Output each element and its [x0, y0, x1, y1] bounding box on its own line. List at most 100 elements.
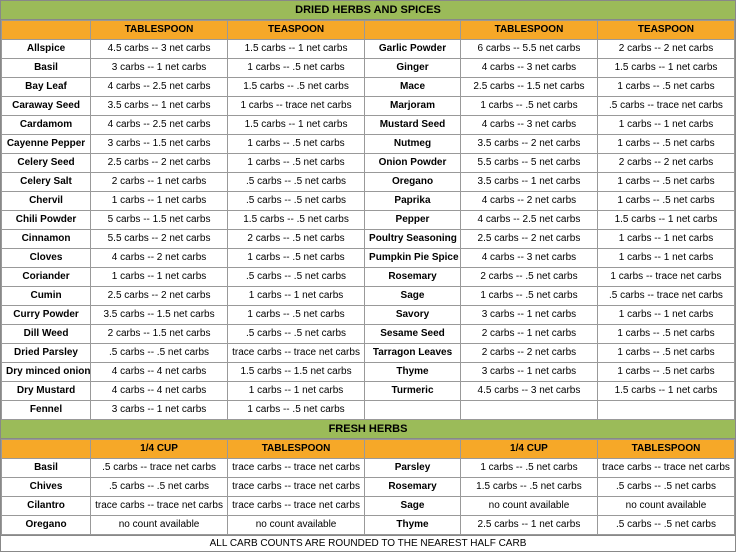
carb-value: 3 carbs -- 1 net carbs: [460, 363, 597, 382]
table-row: Chili Powder5 carbs -- 1.5 net carbs1.5 …: [2, 211, 735, 230]
table-row: Bay Leaf4 carbs -- 2.5 net carbs1.5 carb…: [2, 78, 735, 97]
ingredient-name: Celery Seed: [2, 154, 91, 173]
ingredient-name: Caraway Seed: [2, 97, 91, 116]
carb-value: 1 carbs -- .5 net carbs: [228, 59, 365, 78]
table-row: Cardamom4 carbs -- 2.5 net carbs1.5 carb…: [2, 116, 735, 135]
ingredient-name: Paprika: [365, 192, 461, 211]
ingredient-name: Sesame Seed: [365, 325, 461, 344]
carb-value: .5 carbs -- .5 net carbs: [91, 478, 228, 497]
ingredient-name: Sage: [365, 497, 461, 516]
carb-value: 1 carbs -- .5 net carbs: [460, 459, 597, 478]
carb-value: 3.5 carbs -- 1 net carbs: [460, 173, 597, 192]
carb-value: 2 carbs -- 1 net carbs: [91, 173, 228, 192]
ingredient-name: Basil: [2, 59, 91, 78]
carb-value: 4 carbs -- 3 net carbs: [460, 59, 597, 78]
carb-value: 2 carbs -- 1 net carbs: [460, 325, 597, 344]
carb-value: 6 carbs -- 5.5 net carbs: [460, 40, 597, 59]
carb-value: 4 carbs -- 2 net carbs: [460, 192, 597, 211]
ingredient-name: Poultry Seasoning: [365, 230, 461, 249]
carb-value: 1 carbs -- .5 net carbs: [228, 401, 365, 420]
carb-value: 4 carbs -- 4 net carbs: [91, 363, 228, 382]
carb-value: 1.5 carbs -- 1.5 net carbs: [228, 363, 365, 382]
carb-value: [460, 401, 597, 420]
carb-value: 4 carbs -- 2 net carbs: [91, 249, 228, 268]
table-row: Dry Mustard4 carbs -- 4 net carbs1 carbs…: [2, 382, 735, 401]
ingredient-name: Cumin: [2, 287, 91, 306]
carb-value: 1 carbs -- .5 net carbs: [460, 287, 597, 306]
ingredient-name: Cloves: [2, 249, 91, 268]
carb-value: 2 carbs -- 1.5 net carbs: [91, 325, 228, 344]
carb-value: 1 carbs -- .5 net carbs: [228, 154, 365, 173]
carb-value: .5 carbs -- .5 net carbs: [228, 268, 365, 287]
carb-value: 2.5 carbs -- 1.5 net carbs: [460, 78, 597, 97]
carb-value: 1 carbs -- 1 net carbs: [597, 230, 734, 249]
ingredient-name: Nutmeg: [365, 135, 461, 154]
ingredient-name: Rosemary: [365, 478, 461, 497]
carb-value: 1 carbs -- 1 net carbs: [91, 268, 228, 287]
carb-value: 1 carbs -- .5 net carbs: [597, 192, 734, 211]
ingredient-name: Dry minced onion: [2, 363, 91, 382]
carb-value: 3 carbs -- 1 net carbs: [91, 59, 228, 78]
carb-value: trace carbs -- trace net carbs: [91, 497, 228, 516]
ingredient-name: Dry Mustard: [2, 382, 91, 401]
carb-value: 3.5 carbs -- 1.5 net carbs: [91, 306, 228, 325]
carb-value: 4 carbs -- 2.5 net carbs: [460, 211, 597, 230]
ingredient-name: Mace: [365, 78, 461, 97]
carb-value: trace carbs -- trace net carbs: [228, 478, 365, 497]
ingredient-name: Chives: [2, 478, 91, 497]
carb-value: 1 carbs -- 1 net carbs: [597, 249, 734, 268]
carb-value: trace carbs -- trace net carbs: [228, 344, 365, 363]
carb-value: .5 carbs -- trace net carbs: [91, 459, 228, 478]
fresh-header-row: 1/4 CUPTABLESPOON1/4 CUPTABLESPOON: [2, 440, 735, 459]
measure-header: TABLESPOON: [91, 21, 228, 40]
ingredient-name: Cardamom: [2, 116, 91, 135]
carb-value: 1 carbs -- .5 net carbs: [460, 97, 597, 116]
measure-header: 1/4 CUP: [460, 440, 597, 459]
fresh-table: 1/4 CUPTABLESPOON1/4 CUPTABLESPOON Basil…: [1, 439, 735, 535]
carb-value: no count available: [597, 497, 734, 516]
carb-value: 1.5 carbs -- 1 net carbs: [597, 211, 734, 230]
ingredient-name: Chervil: [2, 192, 91, 211]
table-row: Curry Powder3.5 carbs -- 1.5 net carbs1 …: [2, 306, 735, 325]
ingredient-name: Chili Powder: [2, 211, 91, 230]
carb-value: 3 carbs -- 1 net carbs: [460, 306, 597, 325]
fresh-section-title: FRESH HERBS: [1, 420, 735, 439]
carb-value: 2.5 carbs -- 2 net carbs: [91, 154, 228, 173]
table-row: Basil3 carbs -- 1 net carbs1 carbs -- .5…: [2, 59, 735, 78]
carb-value: 1.5 carbs -- 1 net carbs: [597, 382, 734, 401]
table-row: Celery Seed2.5 carbs -- 2 net carbs1 car…: [2, 154, 735, 173]
carb-value: 3.5 carbs -- 2 net carbs: [460, 135, 597, 154]
carb-value: no count available: [91, 516, 228, 535]
ingredient-name: Cinnamon: [2, 230, 91, 249]
carb-value: [597, 401, 734, 420]
carb-value: 3 carbs -- 1.5 net carbs: [91, 135, 228, 154]
ingredient-name: Pumpkin Pie Spice: [365, 249, 461, 268]
table-row: Basil.5 carbs -- trace net carbstrace ca…: [2, 459, 735, 478]
measure-header: TABLESPOON: [228, 440, 365, 459]
carb-value: 2 carbs -- 2 net carbs: [597, 40, 734, 59]
carb-value: 1 carbs -- .5 net carbs: [228, 249, 365, 268]
carb-value: trace carbs -- trace net carbs: [228, 497, 365, 516]
ingredient-name: Turmeric: [365, 382, 461, 401]
ingredient-name: Curry Powder: [2, 306, 91, 325]
carb-value: 2.5 carbs -- 1 net carbs: [460, 516, 597, 535]
carb-value: 2 carbs -- 2 net carbs: [597, 154, 734, 173]
carb-value: 1 carbs -- .5 net carbs: [597, 363, 734, 382]
table-row: Fennel3 carbs -- 1 net carbs1 carbs -- .…: [2, 401, 735, 420]
ingredient-name: Allspice: [2, 40, 91, 59]
carb-value: 2 carbs -- 2 net carbs: [460, 344, 597, 363]
carb-value: trace carbs -- trace net carbs: [228, 459, 365, 478]
carb-table-container: DRIED HERBS AND SPICES TABLESPOONTEASPOO…: [0, 0, 736, 552]
dried-header-row: TABLESPOONTEASPOONTABLESPOONTEASPOON: [2, 21, 735, 40]
table-row: Celery Salt2 carbs -- 1 net carbs.5 carb…: [2, 173, 735, 192]
table-row: Cayenne Pepper3 carbs -- 1.5 net carbs1 …: [2, 135, 735, 154]
measure-header: TABLESPOON: [460, 21, 597, 40]
table-row: Cinnamon5.5 carbs -- 2 net carbs2 carbs …: [2, 230, 735, 249]
measure-header: TEASPOON: [228, 21, 365, 40]
carb-value: .5 carbs -- .5 net carbs: [228, 325, 365, 344]
carb-value: 1 carbs -- .5 net carbs: [597, 173, 734, 192]
ingredient-name: Marjoram: [365, 97, 461, 116]
dried-section-title: DRIED HERBS AND SPICES: [1, 1, 735, 20]
carb-value: 1 carbs -- .5 net carbs: [228, 306, 365, 325]
carb-value: 4 carbs -- 2.5 net carbs: [91, 116, 228, 135]
